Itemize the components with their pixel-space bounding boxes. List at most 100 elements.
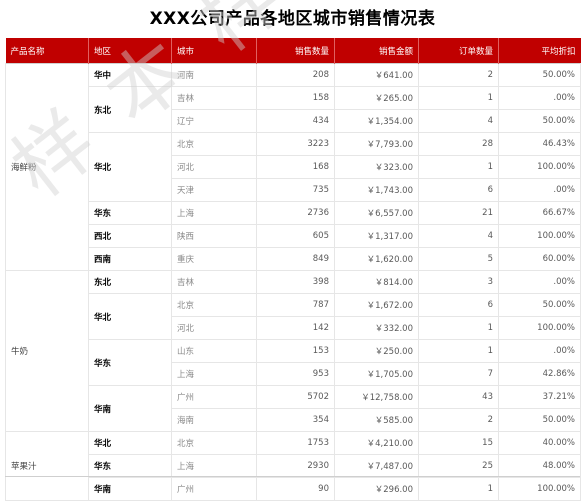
amount-cell: ￥1,317.00 bbox=[334, 224, 419, 248]
qty-cell: 168 bbox=[256, 155, 335, 179]
discount-cell: 60.00% bbox=[498, 247, 581, 271]
amount-cell: ￥7,487.00 bbox=[334, 454, 419, 478]
city-cell: 辽宁 bbox=[171, 109, 257, 133]
region-cell: 东北 bbox=[88, 270, 172, 294]
column-header-region[interactable]: 地区 bbox=[88, 38, 172, 64]
qty-cell: 158 bbox=[256, 86, 335, 110]
city-cell: 河北 bbox=[171, 316, 257, 340]
discount-cell: 40.00% bbox=[498, 431, 581, 455]
table-body: 海鲜粉 华中 河南 208 ￥641.00 2 50.00% 东北 吉林 158 ￥265.00 1.… bbox=[5, 63, 581, 501]
amount-cell: ￥814.00 bbox=[334, 270, 419, 294]
column-header-city[interactable]: 城市 bbox=[171, 38, 257, 64]
orders-cell: 1 bbox=[418, 339, 499, 363]
table-row: 华南 广州 5702 ￥12,758.00 43 37.21% bbox=[6, 385, 581, 432]
orders-cell: 15 bbox=[418, 431, 499, 455]
city-cell: 广州 bbox=[171, 385, 257, 409]
region-cell: 华东 bbox=[88, 454, 172, 478]
city-cell: 吉林 bbox=[171, 86, 257, 110]
discount-cell: 48.00% bbox=[498, 454, 581, 478]
qty-cell: 398 bbox=[256, 270, 335, 294]
amount-cell: ￥1,743.00 bbox=[334, 178, 419, 202]
discount-cell: 42.86% bbox=[498, 362, 581, 386]
amount-cell: ￥641.00 bbox=[334, 63, 419, 87]
orders-cell: 1 bbox=[418, 155, 499, 179]
orders-cell: 1 bbox=[418, 316, 499, 340]
amount-cell: ￥1,620.00 bbox=[334, 247, 419, 271]
column-header-product[interactable]: 产品名称 bbox=[5, 38, 89, 64]
table-row: 河北 142 ￥332.00 1 100.00% bbox=[6, 316, 581, 340]
region-cell: 华南 bbox=[88, 477, 172, 501]
table-row: 华北 北京 3223 ￥7,793.00 28 46.43% bbox=[6, 132, 581, 202]
orders-cell: 6 bbox=[418, 293, 499, 317]
discount-cell: 37.21% bbox=[498, 385, 581, 409]
region-cell: 华中 bbox=[88, 63, 172, 87]
amount-cell: ￥6,557.00 bbox=[334, 201, 419, 225]
orders-cell: 4 bbox=[418, 224, 499, 248]
table-row: 西北 陕西 605 ￥1,317.00 4 100.00% bbox=[6, 224, 581, 248]
qty-cell: 2736 bbox=[256, 201, 335, 225]
city-cell: 海南 bbox=[171, 408, 257, 432]
table-row: 海南 354 ￥585.00 2 50.00% bbox=[6, 408, 581, 432]
discount-cell: 50.00% bbox=[498, 408, 581, 432]
region-cell: 华北 bbox=[88, 132, 172, 202]
table-row: 华东 上海 2930 ￥7,487.00 25 48.00% bbox=[6, 454, 581, 478]
qty-cell: 434 bbox=[256, 109, 335, 133]
region-cell: 华南 bbox=[88, 385, 172, 432]
amount-cell: ￥332.00 bbox=[334, 316, 419, 340]
qty-cell: 354 bbox=[256, 408, 335, 432]
orders-cell: 2 bbox=[418, 63, 499, 87]
table-row: 海鲜粉 华中 河南 208 ￥641.00 2 50.00% bbox=[5, 63, 581, 271]
city-cell: 上海 bbox=[171, 362, 257, 386]
orders-cell: 28 bbox=[418, 132, 499, 156]
qty-cell: 849 bbox=[256, 247, 335, 271]
orders-cell: 1 bbox=[418, 477, 499, 501]
amount-cell: ￥296.00 bbox=[334, 477, 419, 501]
qty-cell: 142 bbox=[256, 316, 335, 340]
table-row: 华东 上海 2736 ￥6,557.00 21 66.67% bbox=[6, 201, 581, 225]
amount-cell: ￥1,354.00 bbox=[334, 109, 419, 133]
city-cell: 北京 bbox=[171, 132, 257, 156]
orders-cell: 43 bbox=[418, 385, 499, 409]
table-row: 西南 重庆 849 ￥1,620.00 5 60.00% bbox=[6, 247, 581, 271]
orders-cell: 2 bbox=[418, 408, 499, 432]
discount-cell: .00% bbox=[498, 178, 581, 202]
city-cell: 上海 bbox=[171, 201, 257, 225]
qty-cell: 735 bbox=[256, 178, 335, 202]
city-cell: 山东 bbox=[171, 339, 257, 363]
amount-cell: ￥265.00 bbox=[334, 86, 419, 110]
qty-cell: 605 bbox=[256, 224, 335, 248]
column-header-sales-qty[interactable]: 销售数量 bbox=[256, 38, 335, 64]
column-header-avg-discount[interactable]: 平均折扣 bbox=[498, 38, 581, 64]
discount-cell: .00% bbox=[498, 270, 581, 294]
discount-cell: .00% bbox=[498, 86, 581, 110]
qty-cell: 90 bbox=[256, 477, 335, 501]
table-row: 东北 吉林 158 ￥265.00 1.00% bbox=[6, 86, 581, 133]
table-row: 牛奶 东北 吉林 398 ￥814.00 3.00% bbox=[5, 270, 581, 432]
qty-cell: 208 bbox=[256, 63, 335, 87]
column-header-sales-amount[interactable]: 销售金额 bbox=[334, 38, 419, 64]
discount-cell: 50.00% bbox=[498, 109, 581, 133]
region-cell: 东北 bbox=[88, 86, 172, 133]
discount-cell: 100.00% bbox=[498, 155, 581, 179]
orders-cell: 5 bbox=[418, 247, 499, 271]
table-row: 辽宁 434 ￥1,354.00 4 50.00% bbox=[6, 109, 581, 133]
column-header-order-count[interactable]: 订单数量 bbox=[418, 38, 499, 64]
region-cell: 华东 bbox=[88, 201, 172, 225]
qty-cell: 953 bbox=[256, 362, 335, 386]
discount-cell: 66.67% bbox=[498, 201, 581, 225]
orders-cell: 21 bbox=[418, 201, 499, 225]
discount-cell: 100.00% bbox=[498, 224, 581, 248]
orders-cell: 25 bbox=[418, 454, 499, 478]
qty-cell: 5702 bbox=[256, 385, 335, 409]
city-cell: 天津 bbox=[171, 178, 257, 202]
city-cell: 陕西 bbox=[171, 224, 257, 248]
sales-table: 产品名称 地区 城市 销售数量 销售金额 订单数量 平均折扣 海鲜粉 华中 河南 20… bbox=[5, 38, 581, 501]
city-cell: 河北 bbox=[171, 155, 257, 179]
table-row: 华东 山东 153 ￥250.00 1.00% bbox=[6, 339, 581, 386]
city-cell: 北京 bbox=[171, 431, 257, 455]
city-cell: 广州 bbox=[171, 477, 257, 501]
city-cell: 重庆 bbox=[171, 247, 257, 271]
qty-cell: 1753 bbox=[256, 431, 335, 455]
qty-cell: 2930 bbox=[256, 454, 335, 478]
region-cell: 华东 bbox=[88, 339, 172, 386]
